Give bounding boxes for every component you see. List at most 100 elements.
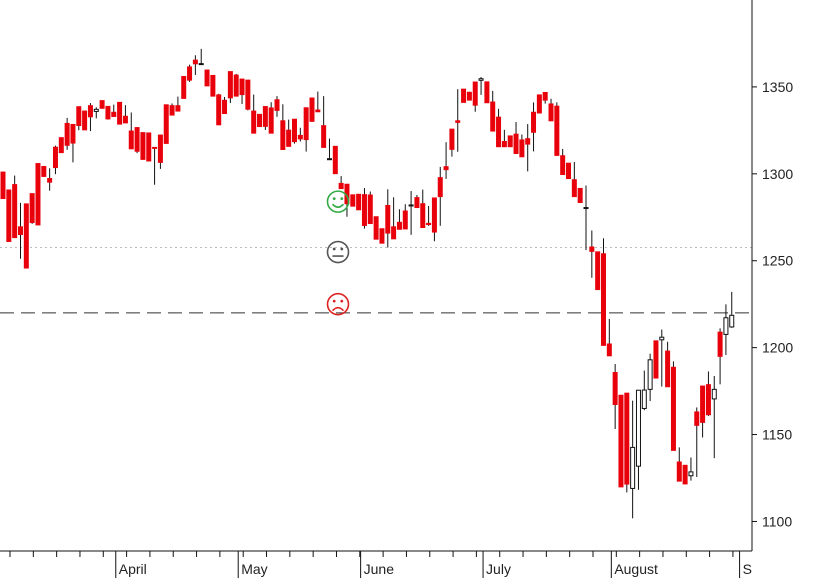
candle	[624, 392, 630, 493]
candle	[87, 103, 93, 132]
candle	[181, 75, 187, 99]
candle	[595, 251, 601, 291]
candle-body-down	[111, 111, 117, 117]
candle	[437, 166, 443, 226]
candle	[449, 128, 455, 157]
candle-body-down	[105, 105, 111, 120]
candle-body-down	[431, 197, 437, 233]
candle-body-down	[525, 138, 531, 145]
candle	[350, 194, 356, 207]
candle	[612, 363, 618, 429]
candle	[93, 107, 99, 119]
month-label: May	[241, 561, 267, 577]
candle	[525, 124, 531, 172]
candle	[531, 102, 537, 152]
candle-body-up	[688, 471, 694, 477]
candle-body-up	[635, 389, 641, 467]
candle-body-down	[175, 105, 181, 112]
candle-body-up	[583, 207, 589, 210]
candle-body-up	[198, 63, 204, 66]
candle-body-down	[280, 120, 286, 150]
candle-body-down	[717, 331, 723, 357]
candle	[105, 105, 111, 120]
candle-body-down	[385, 204, 391, 234]
candle-body-down	[414, 197, 420, 209]
candle-body-down	[356, 193, 362, 211]
candle	[501, 129, 507, 148]
candle-body-down	[0, 171, 6, 199]
candle	[0, 171, 6, 199]
candle	[513, 122, 519, 154]
candle-body-down	[163, 104, 169, 144]
month-label: S	[743, 561, 752, 577]
x-axis-ticks: April May June July August S	[9, 551, 752, 578]
y-axis-ticks: 1100 1150 1200 1250 1300 1350	[752, 79, 793, 529]
candle-body-down	[204, 69, 210, 87]
candle	[309, 97, 315, 122]
candle	[227, 71, 233, 104]
candle	[245, 79, 251, 111]
candle-body-down	[169, 105, 175, 116]
candle	[286, 119, 292, 147]
candle	[548, 98, 554, 122]
candle	[472, 81, 478, 112]
month-label: July	[486, 561, 511, 577]
candle	[321, 96, 327, 148]
month-label: June	[364, 561, 395, 577]
candle	[338, 176, 344, 190]
candle	[484, 81, 490, 104]
candle	[268, 102, 274, 134]
candle-body-down	[705, 384, 711, 416]
candle-body-down	[367, 194, 373, 225]
candle-body-down	[41, 166, 47, 177]
candle-body-down	[496, 116, 502, 148]
candle	[665, 341, 671, 388]
candle	[583, 185, 589, 251]
candle	[688, 457, 694, 481]
month-label: April	[119, 561, 147, 577]
candle	[729, 291, 735, 328]
candle	[402, 204, 408, 230]
candle	[292, 118, 297, 144]
candle	[17, 202, 23, 259]
y-tick-label: 1200	[762, 340, 793, 356]
y-tick-label: 1150	[762, 427, 792, 443]
candle	[117, 101, 123, 125]
candle	[705, 371, 711, 416]
candle-body-down	[332, 145, 338, 175]
candle-body-down	[466, 91, 472, 101]
candle-body-down	[87, 105, 93, 118]
candle-body-down	[501, 140, 507, 148]
candle	[391, 197, 397, 240]
candle-body-down	[338, 182, 344, 190]
candle	[536, 94, 542, 114]
candle	[12, 175, 18, 239]
candle	[76, 106, 82, 131]
candle	[356, 193, 362, 211]
candle-body-down	[286, 129, 292, 147]
candle-body-down	[315, 109, 321, 113]
candle-body-down	[566, 162, 572, 180]
candle-body-down	[297, 134, 303, 140]
candle-body-down	[606, 343, 612, 357]
candle-body-down	[227, 71, 233, 99]
candle	[367, 191, 373, 225]
candle-body-down	[682, 464, 688, 485]
candle	[641, 370, 647, 411]
candle-body-down	[262, 106, 268, 127]
candle-body-down	[134, 127, 140, 152]
candle-body-down	[23, 203, 29, 269]
y-tick-label: 1300	[762, 166, 793, 182]
candle	[408, 191, 414, 235]
candle-body-up	[647, 359, 653, 390]
candle	[618, 394, 624, 488]
candle-body-down	[6, 189, 12, 242]
candle-body-down	[490, 101, 496, 132]
candle	[426, 205, 432, 226]
candle	[280, 104, 286, 150]
sentiment-indicators	[326, 190, 350, 316]
candle-body-down	[402, 210, 408, 230]
candle	[233, 73, 239, 97]
candle-body-down	[321, 125, 327, 148]
candle-body-down	[676, 461, 682, 482]
